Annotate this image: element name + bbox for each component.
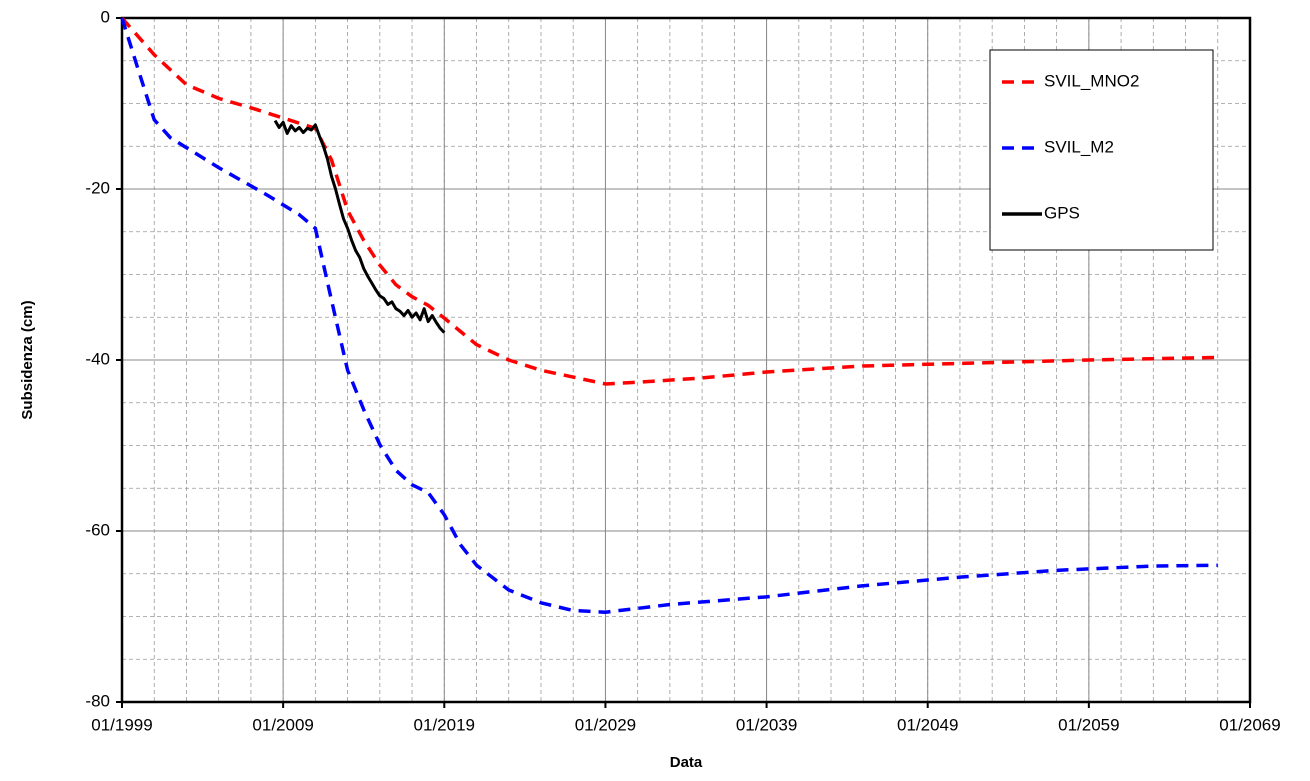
y-tick-label: -80 [85, 691, 110, 710]
x-tick-label: 01/2009 [252, 715, 313, 734]
x-tick-label: 01/2069 [1219, 715, 1280, 734]
x-tick-label: 01/2039 [736, 715, 797, 734]
x-tick-label: 01/2029 [575, 715, 636, 734]
legend-label: GPS [1044, 203, 1080, 222]
y-tick-label: -20 [85, 178, 110, 197]
legend-label: SVIL_M2 [1044, 137, 1114, 156]
x-tick-label: 01/1999 [91, 715, 152, 734]
y-tick-label: -40 [85, 349, 110, 368]
series-line [120, 17, 1218, 614]
x-tick-label: 01/2019 [414, 715, 475, 734]
legend-label: SVIL_MNO2 [1044, 71, 1139, 90]
x-tick-label: 01/2059 [1058, 715, 1119, 734]
series-line [273, 119, 446, 334]
y-axis-label: Subsidenza (cm) [19, 300, 36, 419]
x-axis-label: Data [670, 754, 703, 771]
plot-frame [120, 16, 1252, 704]
y-tick-label: 0 [101, 7, 110, 26]
x-tick-label: 01/2049 [897, 715, 958, 734]
y-tick-label: -60 [85, 520, 110, 539]
